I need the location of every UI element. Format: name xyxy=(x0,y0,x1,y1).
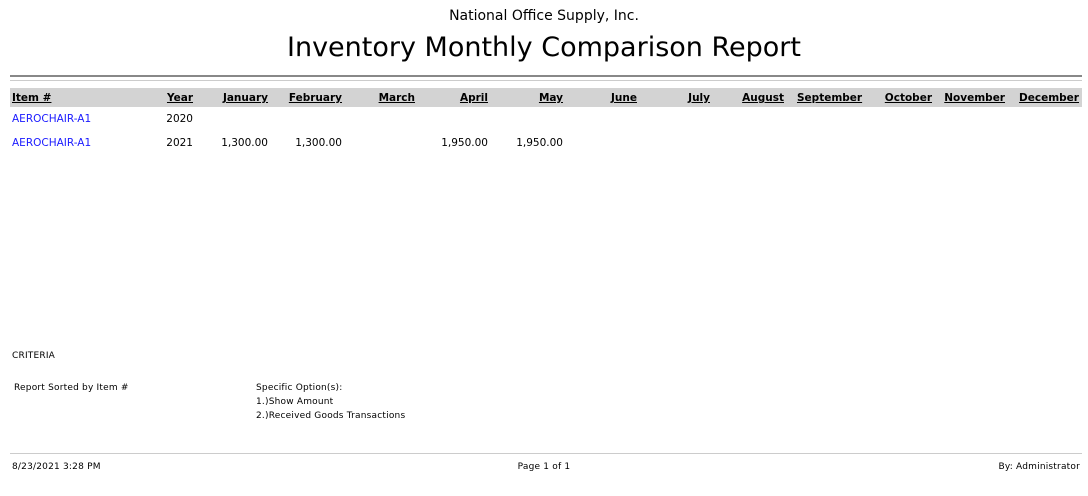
column-header-may: May xyxy=(538,92,563,104)
column-header-year: Year xyxy=(166,92,193,104)
item-link[interactable]: AEROCHAIR-A1 xyxy=(12,137,92,149)
column-header-june: June xyxy=(611,92,637,104)
column-header-item: Item # xyxy=(12,92,52,104)
report-title: Inventory Monthly Comparison Report xyxy=(287,32,801,63)
column-header-october: October xyxy=(884,92,932,104)
month-value-cell: 1,300.00 xyxy=(295,137,342,149)
month-value-cell: 1,300.00 xyxy=(221,137,268,149)
column-header-november: November xyxy=(944,92,1005,104)
footer-user: By: Administrator xyxy=(998,462,1080,472)
month-value-cell: 1,950.00 xyxy=(441,137,488,149)
column-header-january: January xyxy=(222,92,268,104)
column-header-august: August xyxy=(742,92,784,104)
year-cell: 2020 xyxy=(166,113,193,125)
footer-datetime: 8/23/2021 3:28 PM xyxy=(12,462,101,472)
criteria-options-heading: Specific Option(s): xyxy=(256,383,343,393)
column-header-february: February xyxy=(288,92,342,104)
divider xyxy=(10,75,1082,77)
table-header-bar xyxy=(10,88,1082,107)
column-header-april: April xyxy=(459,92,488,104)
criteria-option: 1.)Show Amount xyxy=(256,397,334,407)
footer-page: Page 1 of 1 xyxy=(517,462,571,472)
column-header-september: September xyxy=(797,92,863,104)
divider xyxy=(10,80,1082,81)
company-name: National Office Supply, Inc. xyxy=(449,8,639,24)
year-cell: 2021 xyxy=(166,137,193,149)
criteria-heading: CRITERIA xyxy=(12,351,56,361)
footer-divider xyxy=(10,453,1082,454)
column-header-july: July xyxy=(688,92,710,104)
month-value-cell: 1,950.00 xyxy=(516,137,563,149)
column-header-december: December xyxy=(1019,92,1079,104)
item-link[interactable]: AEROCHAIR-A1 xyxy=(12,113,92,125)
criteria-option: 2.)Received Goods Transactions xyxy=(256,411,406,421)
criteria-sort: Report Sorted by Item # xyxy=(14,383,129,393)
column-header-march: March xyxy=(378,92,415,104)
